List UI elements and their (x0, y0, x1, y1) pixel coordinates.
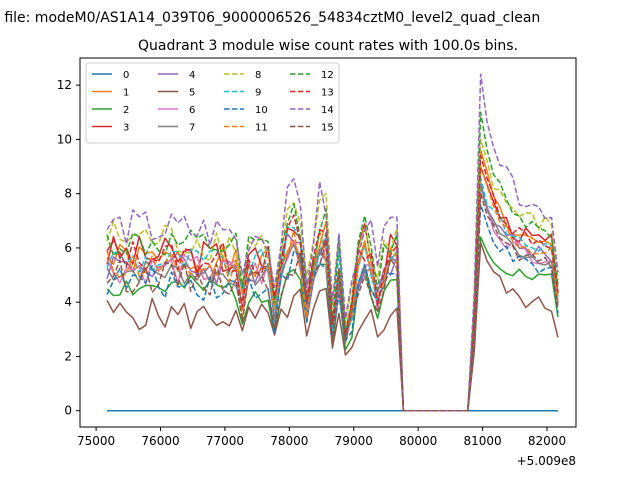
legend-label: 7 (189, 123, 195, 134)
series-line-15 (106, 192, 559, 412)
legend-frame (85, 62, 340, 144)
legend-label: 5 (189, 88, 195, 99)
series-line-8 (106, 138, 559, 412)
series-line-13 (106, 154, 559, 412)
legend-label: 3 (123, 123, 129, 134)
series-line-2 (106, 236, 559, 412)
suptitle: n file: modeM0/AS1A14_039T06_9000006526_… (0, 10, 540, 26)
legend-label: 11 (255, 123, 268, 134)
x-tick-label: 77000 (206, 434, 244, 448)
y-tick-label: 12 (57, 78, 72, 92)
y-tick-label: 6 (64, 241, 72, 255)
y-tick-label: 2 (64, 349, 72, 363)
y-tick-label: 10 (57, 132, 72, 146)
legend-label: 2 (123, 105, 129, 116)
series-line-12 (106, 111, 559, 412)
x-tick-label: 75000 (77, 434, 115, 448)
y-tick-label: 0 (64, 404, 72, 418)
y-axis: 0 2 4 6 8 10 12 (57, 78, 80, 418)
legend-label: 9 (255, 88, 261, 99)
series-layer (106, 73, 559, 412)
legend-label: 10 (255, 105, 268, 116)
x-tick-label: 76000 (141, 434, 179, 448)
legend-label: 12 (321, 70, 334, 81)
x-tick-label: 81000 (464, 434, 502, 448)
x-axis: 75000 76000 77000 78000 79000 80000 81000 82000 (77, 427, 566, 448)
x-offset-label: +5.009e8 (517, 454, 576, 468)
legend-label: 14 (321, 105, 334, 116)
x-tick-label: 79000 (335, 434, 373, 448)
chart-title: Quadrant 3 module wise count rates with … (138, 38, 518, 54)
axes-frame (79, 57, 577, 428)
series-line-14 (106, 73, 559, 412)
legend-label: 4 (189, 70, 195, 81)
legend-label: 6 (189, 105, 195, 116)
legend-label: 15 (321, 123, 334, 134)
series-line-10 (106, 203, 559, 412)
series-line-11 (106, 165, 559, 412)
legend-label: 8 (255, 70, 261, 81)
x-tick-label: 80000 (399, 434, 437, 448)
series-line-5 (106, 241, 559, 412)
x-tick-label: 82000 (528, 434, 566, 448)
y-tick-label: 8 (64, 187, 72, 201)
x-tick-label: 78000 (270, 434, 308, 448)
legend-label: 1 (123, 88, 129, 99)
y-tick-label: 4 (64, 295, 72, 309)
legend-label: 13 (321, 88, 334, 99)
legend-label: 0 (123, 70, 129, 81)
